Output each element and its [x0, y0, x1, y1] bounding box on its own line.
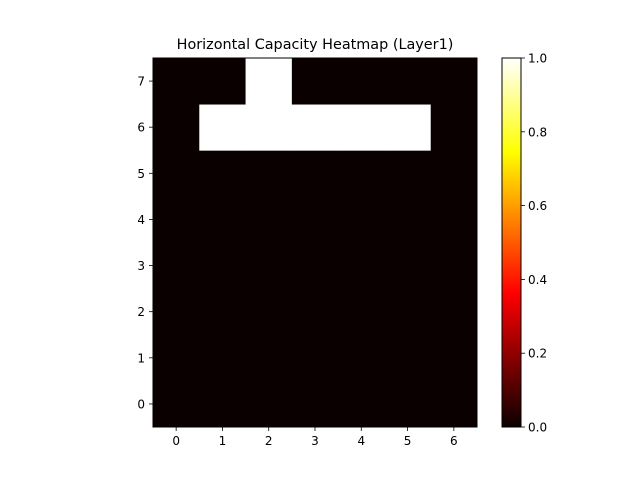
colorbar-tick-label: 1.0	[528, 52, 547, 66]
heatmap-cell-r7-c6	[430, 58, 478, 105]
heatmap-cell-r6-c3	[291, 104, 339, 151]
heatmap-cell-r1-c2	[245, 334, 293, 382]
y-tick-label: 2	[137, 305, 145, 319]
x-tick-label: 3	[311, 434, 319, 448]
heatmap-cell-r6-c2	[245, 104, 293, 151]
x-tick-label: 2	[265, 434, 273, 448]
heatmap-cell-r6-c1	[199, 104, 246, 151]
colorbar-tick-label: 0.0	[528, 421, 547, 435]
heatmap-cell-r3-c0	[153, 242, 200, 290]
heatmap-cell-r6-c4	[338, 104, 385, 151]
x-tick-label: 0	[172, 434, 180, 448]
heatmap-cell-r2-c6	[430, 288, 478, 336]
heatmap-cells	[153, 58, 478, 428]
heatmap-cell-r1-c1	[199, 334, 246, 382]
heatmap-cell-r7-c0	[153, 58, 200, 105]
y-tick-label: 0	[137, 397, 145, 411]
heatmap-cell-r5-c2	[245, 150, 293, 197]
x-axis: 0 1 2 3 4 5 6	[172, 427, 458, 448]
heatmap-cell-r2-c5	[384, 288, 432, 336]
heatmap-cell-r2-c0	[153, 288, 200, 336]
heatmap-cell-r2-c1	[199, 288, 246, 336]
heatmap-cell-r7-c4	[338, 58, 385, 105]
heatmap-cell-r4-c5	[384, 196, 432, 243]
y-tick-label: 7	[137, 75, 145, 89]
x-tick-label: 4	[357, 434, 365, 448]
heatmap-cell-r4-c2	[245, 196, 293, 243]
colorbar-tick-label: 0.4	[528, 273, 547, 287]
heatmap-cell-r7-c1	[199, 58, 246, 105]
colorbar-axis: 0.0 0.2 0.4 0.6 0.8 1.0	[521, 52, 547, 435]
heatmap-cell-r0-c3	[291, 380, 339, 428]
heatmap-cell-r0-c1	[199, 380, 246, 428]
heatmap-cell-r0-c2	[245, 380, 293, 428]
heatmap-cell-r5-c5	[384, 150, 432, 197]
heatmap-cell-r4-c4	[338, 196, 385, 243]
heatmap-cell-r6-c5	[384, 104, 432, 151]
heatmap-cell-r3-c6	[430, 242, 478, 290]
heatmap-cell-r0-c0	[153, 380, 200, 428]
heatmap-cell-r0-c4	[338, 380, 385, 428]
heatmap-cell-r1-c5	[384, 334, 432, 382]
heatmap-cell-r4-c6	[430, 196, 478, 243]
y-tick-label: 6	[137, 121, 145, 135]
y-tick-label: 3	[137, 259, 145, 273]
heatmap-cell-r1-c4	[338, 334, 385, 382]
heatmap-cell-r3-c3	[291, 242, 339, 290]
heatmap-cell-r1-c3	[291, 334, 339, 382]
heatmap-cell-r0-c5	[384, 380, 432, 428]
colorbar-tick-label: 0.8	[528, 125, 547, 139]
heatmap-cell-r5-c6	[430, 150, 478, 197]
heatmap-cell-r5-c3	[291, 150, 339, 197]
heatmap-cell-r6-c0	[153, 104, 200, 151]
y-tick-label: 4	[137, 213, 145, 227]
heatmap-cell-r3-c2	[245, 242, 293, 290]
heatmap-cell-r5-c1	[199, 150, 246, 197]
heatmap-cell-r4-c3	[291, 196, 339, 243]
x-tick-label: 6	[450, 434, 458, 448]
heatmap-cell-r7-c3	[291, 58, 339, 105]
heatmap-cell-r3-c5	[384, 242, 432, 290]
x-tick-label: 5	[404, 434, 412, 448]
heatmap-cell-r5-c4	[338, 150, 385, 197]
heatmap-cell-r2-c3	[291, 288, 339, 336]
heatmap-cell-r2-c4	[338, 288, 385, 336]
heatmap-cell-r7-c5	[384, 58, 432, 105]
colorbar-tick-label: 0.6	[528, 199, 547, 213]
heatmap-cell-r1-c6	[430, 334, 478, 382]
heatmap-cell-r3-c1	[199, 242, 246, 290]
heatmap-cell-r6-c6	[430, 104, 478, 151]
heatmap-cell-r2-c2	[245, 288, 293, 336]
colorbar-tick-label: 0.2	[528, 347, 547, 361]
x-tick-label: 1	[219, 434, 227, 448]
heatmap-cell-r4-c0	[153, 196, 200, 243]
y-tick-label: 1	[137, 351, 145, 365]
y-tick-label: 5	[137, 167, 145, 181]
chart-title: Horizontal Capacity Heatmap (Layer1)	[177, 37, 454, 53]
heatmap-cell-r0-c6	[430, 380, 478, 428]
colorbar	[501, 57, 522, 428]
heatmap-cell-r1-c0	[153, 334, 200, 382]
heatmap-cell-r3-c4	[338, 242, 385, 290]
heatmap-cell-r5-c0	[153, 150, 200, 197]
heatmap-cell-r4-c1	[199, 196, 246, 243]
heatmap-cell-r7-c2	[245, 58, 293, 105]
y-axis: 0 1 2 3 4 5 6 7	[137, 75, 153, 411]
